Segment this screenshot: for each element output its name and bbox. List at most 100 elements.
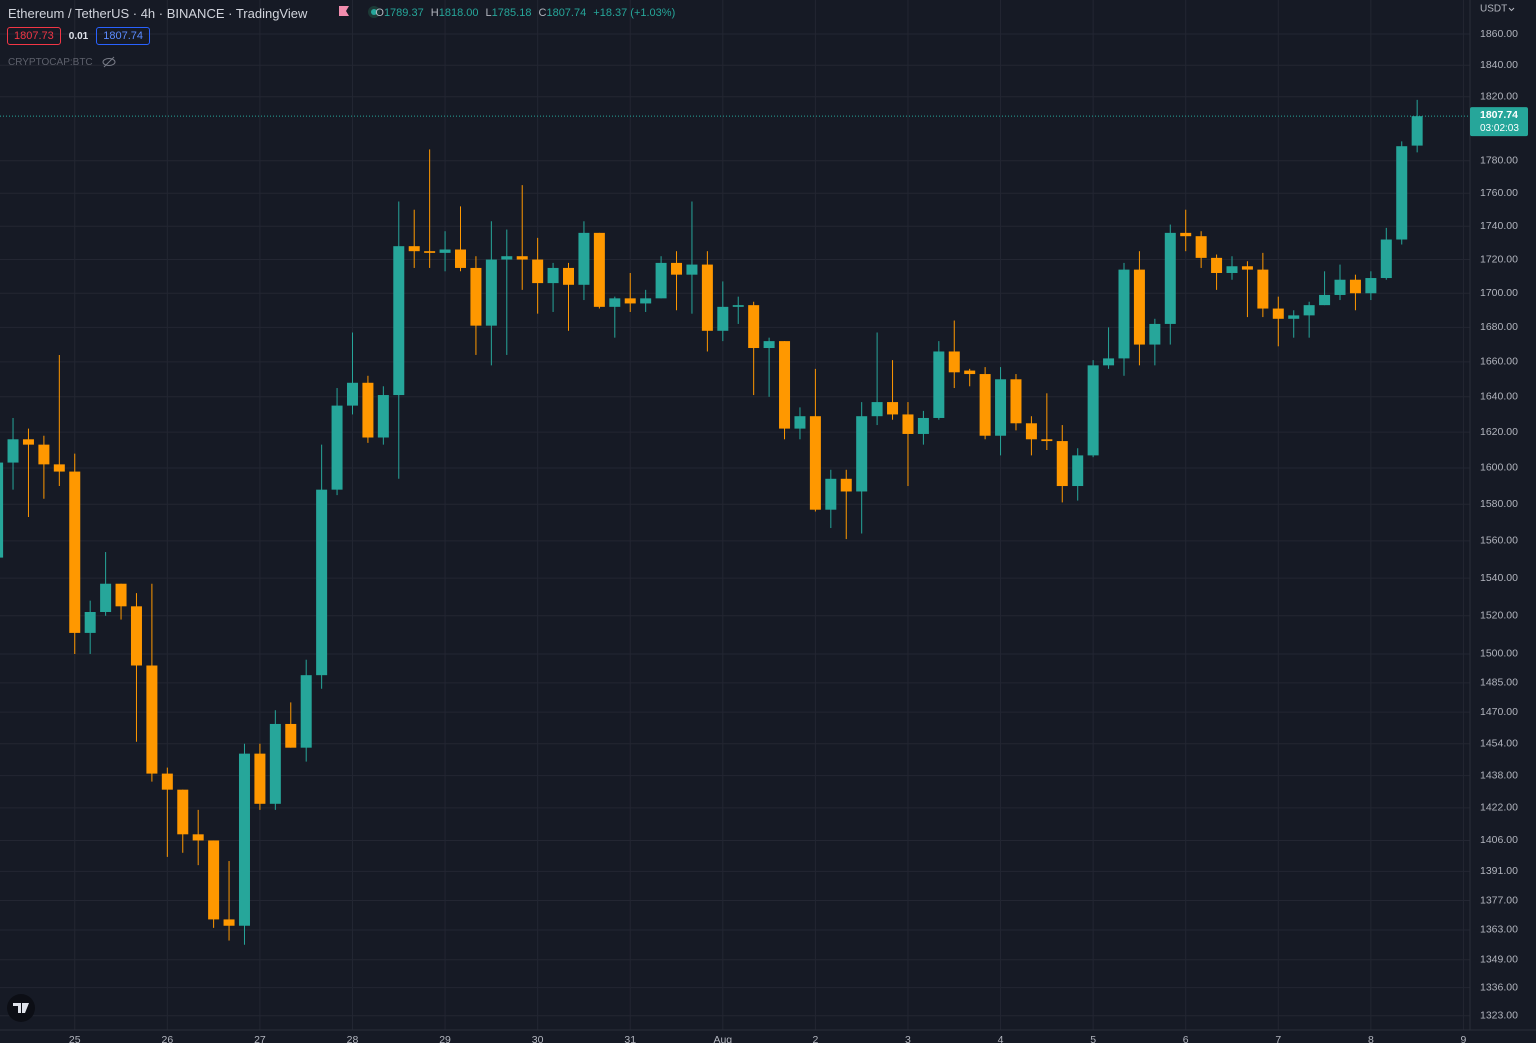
eye-outline[interactable]	[102, 58, 116, 66]
candle-body	[300, 675, 312, 748]
quote-panel: 1807.73 0.01 1807.74	[7, 27, 150, 45]
candle-body	[1411, 116, 1423, 146]
y-tick-label: 1470.00	[1480, 706, 1518, 718]
candle-body	[1180, 232, 1192, 237]
candle-body	[856, 416, 868, 492]
candle-body	[485, 259, 497, 326]
x-tick-label: 3	[905, 1034, 911, 1043]
ask-button[interactable]: 1807.74	[96, 27, 150, 45]
bid-button[interactable]: 1807.73	[7, 27, 61, 45]
candle-body	[0, 462, 4, 558]
flag-shape[interactable]	[339, 6, 349, 16]
y-tick-label: 1860.00	[1480, 28, 1518, 40]
tradingview-logo[interactable]	[7, 994, 35, 1022]
candle-body	[424, 251, 436, 253]
candle-body	[871, 402, 883, 417]
candle-body	[1303, 305, 1315, 316]
candle-body	[1133, 269, 1145, 345]
candle-body	[948, 351, 960, 373]
candle-body	[979, 374, 991, 436]
x-tick-label: 7	[1275, 1034, 1281, 1043]
candle-body	[717, 306, 729, 331]
candle-body	[779, 341, 791, 429]
candle-body	[640, 298, 652, 304]
ohlc-key: L	[485, 7, 492, 19]
candle-body	[732, 305, 744, 307]
y-tick-label: 1640.00	[1480, 391, 1518, 403]
candle-body	[1195, 236, 1207, 258]
symbol-title[interactable]: Ethereum / TetherUS · 4h · BINANCE · Tra…	[8, 5, 308, 21]
x-tick-label: 6	[1183, 1034, 1189, 1043]
candle-body	[1241, 266, 1253, 270]
candle-body	[933, 351, 945, 418]
candle-body	[825, 478, 837, 510]
y-tick-label: 1560.00	[1480, 535, 1518, 547]
y-tick-label: 1391.00	[1480, 865, 1518, 877]
ohlc-legend: O1789.37 H1818.00 L1785.18 C1807.74 +18.…	[375, 7, 679, 19]
x-tick-label: 4	[998, 1034, 1004, 1043]
candle-body	[84, 611, 96, 633]
x-tick-label: 26	[161, 1034, 173, 1043]
candle-body	[439, 249, 451, 253]
candle-body	[1380, 239, 1392, 279]
candle-body	[1349, 279, 1361, 294]
x-tick-label: 30	[532, 1034, 544, 1043]
candle-body	[1118, 269, 1130, 359]
flag-icon[interactable]	[339, 6, 349, 16]
y-tick-label: 1720.00	[1480, 253, 1518, 265]
status-dot	[371, 9, 377, 15]
candle-body	[223, 919, 235, 926]
candle-body	[609, 298, 621, 307]
candle-body	[1087, 365, 1099, 456]
last-price-tag	[1470, 107, 1528, 137]
indicator-name[interactable]: CRYPTOCAP:BTC	[8, 56, 93, 68]
candle-body	[238, 753, 250, 926]
y-tick-label: 1377.00	[1480, 894, 1518, 906]
candle-body	[686, 264, 698, 275]
candle-body	[1365, 278, 1377, 294]
y-tick-label: 1454.00	[1480, 737, 1518, 749]
candle-body	[470, 267, 482, 326]
hidden-eye-icon[interactable]	[101, 56, 117, 68]
candle-body	[964, 370, 976, 375]
y-tick-label: 1500.00	[1480, 648, 1518, 660]
y-tick-label: 1700.00	[1480, 287, 1518, 299]
candle-body	[362, 382, 374, 438]
candle-body	[130, 606, 142, 666]
candle-body	[748, 305, 760, 349]
candle-body	[100, 583, 112, 612]
candle-body	[377, 395, 389, 438]
candle-body	[1396, 146, 1408, 240]
candle-body	[22, 439, 34, 445]
ohlc-value: 1807.74	[546, 7, 587, 19]
candle-body	[192, 834, 204, 841]
candle-body	[331, 405, 343, 490]
logo-mark[interactable]	[13, 1003, 29, 1013]
candle-body	[1072, 455, 1084, 487]
x-tick-label: 31	[624, 1034, 636, 1043]
candle-body	[547, 267, 559, 284]
candle-body	[578, 232, 590, 285]
y-tick-label: 1422.00	[1480, 802, 1518, 814]
candle-body	[69, 471, 81, 633]
candle-body	[1010, 379, 1022, 424]
y-tick-label: 1336.00	[1480, 981, 1518, 993]
candle-body	[393, 246, 405, 396]
y-tick-label: 1438.00	[1480, 769, 1518, 781]
candle-body	[995, 379, 1007, 436]
x-tick-label: 25	[69, 1034, 81, 1043]
candle-body	[53, 464, 65, 472]
currency-label[interactable]: USDT	[1480, 4, 1507, 15]
x-tick-label: 27	[254, 1034, 266, 1043]
x-tick-label: 2	[812, 1034, 818, 1043]
y-tick-label: 1740.00	[1480, 220, 1518, 232]
candle-body	[671, 262, 683, 275]
candle-body	[1226, 266, 1238, 273]
candle-body	[7, 439, 19, 463]
eye-slash[interactable]	[103, 56, 115, 68]
currency-chevron[interactable]	[1508, 7, 1515, 12]
candle-body	[146, 665, 158, 774]
y-tick-label: 1580.00	[1480, 498, 1518, 510]
y-tick-label: 1820.00	[1480, 90, 1518, 102]
